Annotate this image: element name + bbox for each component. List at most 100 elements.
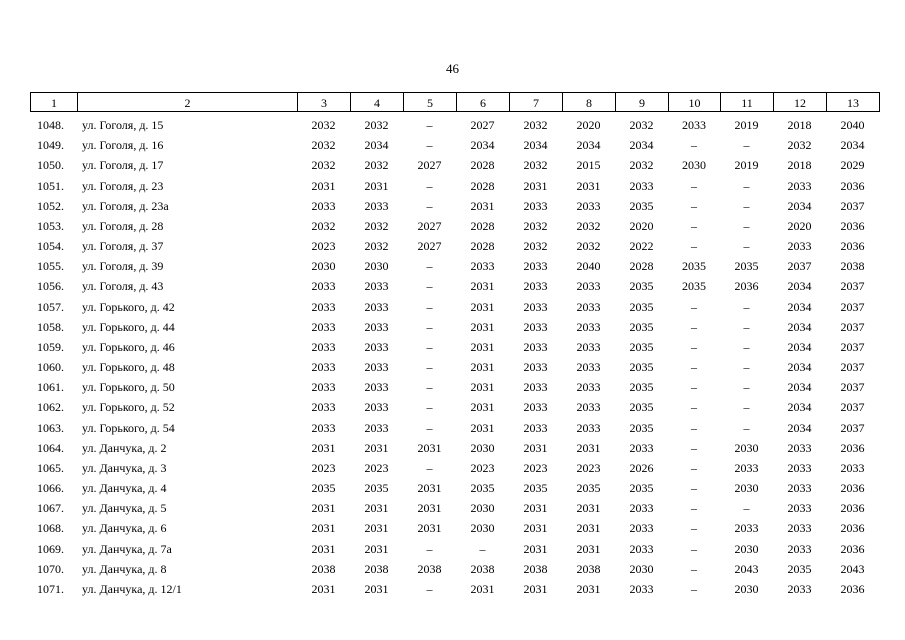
cell: – (426, 380, 433, 395)
cell: 2033 (576, 198, 601, 213)
cell: 2035 (629, 360, 654, 375)
cell: 2037 (840, 299, 865, 314)
cell: 2031 (523, 501, 548, 516)
cell: 2037 (840, 420, 865, 435)
cell: 2034 (787, 198, 812, 213)
cell: 2023 (470, 460, 495, 475)
cell: – (743, 239, 750, 254)
row-number: 1057. (37, 299, 64, 314)
cell: 2036 (840, 501, 865, 516)
cell: 2035 (629, 481, 654, 496)
header-cell: 11 (720, 92, 774, 112)
address: ул. Гоголя, д. 23 (82, 178, 164, 193)
cell: 2035 (629, 299, 654, 314)
cell: 2035 (629, 279, 654, 294)
cell: 2037 (840, 360, 865, 375)
cell: 2030 (734, 581, 759, 596)
cell: 2031 (576, 440, 601, 455)
cell: 2031 (523, 541, 548, 556)
header-cell: 12 (773, 92, 827, 112)
cell: – (426, 259, 433, 274)
cell: 2031 (364, 541, 389, 556)
address: ул. Горького, д. 42 (82, 299, 175, 314)
cell: 2020 (629, 218, 654, 233)
cell: 2036 (840, 581, 865, 596)
cell: 2033 (682, 118, 706, 132)
address: ул. Данчука, д. 5 (82, 501, 167, 516)
cell: 2033 (311, 319, 336, 334)
cell: 2033 (629, 501, 654, 516)
cell: 2033 (787, 541, 812, 556)
cell: 2033 (576, 360, 601, 375)
cell: 2034 (470, 138, 495, 153)
cell: – (426, 360, 433, 375)
cell: 2031 (311, 521, 336, 536)
cell: 2018 (787, 118, 812, 132)
cell: 2033 (364, 339, 389, 354)
cell: – (426, 400, 433, 415)
cell: 2032 (787, 138, 812, 153)
cell: 2031 (576, 521, 601, 536)
cell: 2033 (364, 380, 389, 395)
address: ул. Данчука, д. 2 (82, 440, 167, 455)
cell: 2027 (417, 218, 442, 233)
cell: 2040 (576, 259, 601, 274)
cell: 2033 (311, 299, 336, 314)
cell: 2035 (470, 481, 495, 496)
cell: 2032 (523, 239, 548, 254)
cell: 2037 (840, 279, 865, 294)
cell: 2036 (840, 178, 865, 193)
cell: 2030 (734, 541, 759, 556)
cell: – (691, 400, 697, 415)
header-cell: 2 (77, 92, 298, 112)
cell: 2040 (840, 118, 865, 132)
cell: 2043 (734, 561, 759, 576)
cell: 2033 (576, 299, 601, 314)
cell: 2032 (364, 218, 389, 233)
cell: 2038 (364, 561, 389, 576)
cell: 2027 (470, 118, 495, 132)
cell: 2035 (576, 481, 601, 496)
cell: 2033 (523, 198, 548, 213)
cell: 2034 (629, 138, 654, 153)
cell: 2037 (840, 380, 865, 395)
cell: 2023 (311, 460, 336, 475)
cell: – (743, 198, 750, 213)
address: ул. Данчука, д. 12/1 (82, 581, 182, 596)
cell: 2033 (787, 481, 812, 496)
header-cell: 7 (509, 92, 563, 112)
row-number: 1070. (37, 561, 64, 576)
cell: 2028 (470, 239, 495, 254)
address: ул. Горького, д. 54 (82, 420, 175, 435)
cell: 2043 (840, 561, 865, 576)
cell: 2037 (840, 339, 865, 354)
cell: 2031 (311, 581, 336, 596)
cell: 2031 (576, 581, 601, 596)
row-number: 1065. (37, 460, 64, 475)
cell: – (426, 299, 433, 314)
address: ул. Данчука, д. 4 (82, 481, 167, 496)
cell: – (691, 440, 697, 455)
cell: 2038 (311, 561, 336, 576)
cell: 2031 (470, 581, 495, 596)
address: ул. Данчука, д. 8 (82, 561, 167, 576)
cell: 2036 (840, 521, 865, 536)
cell: 2031 (523, 581, 548, 596)
cell: – (691, 299, 697, 314)
cell: 2033 (787, 501, 812, 516)
cell: 2037 (840, 319, 865, 334)
cell: 2036 (840, 218, 865, 233)
header-cell: 1 (30, 92, 78, 112)
cell: 2032 (364, 239, 389, 254)
cell: – (743, 400, 750, 415)
cell: 2032 (311, 118, 336, 132)
cell: – (426, 118, 433, 132)
cell: 2032 (311, 138, 336, 153)
cell: 2033 (523, 299, 548, 314)
cell: – (691, 198, 697, 213)
cell: 2030 (470, 440, 495, 455)
cell: 2023 (364, 460, 389, 475)
cell: 2031 (364, 501, 389, 516)
cell: 2034 (787, 299, 812, 314)
cell: 2032 (364, 158, 389, 173)
